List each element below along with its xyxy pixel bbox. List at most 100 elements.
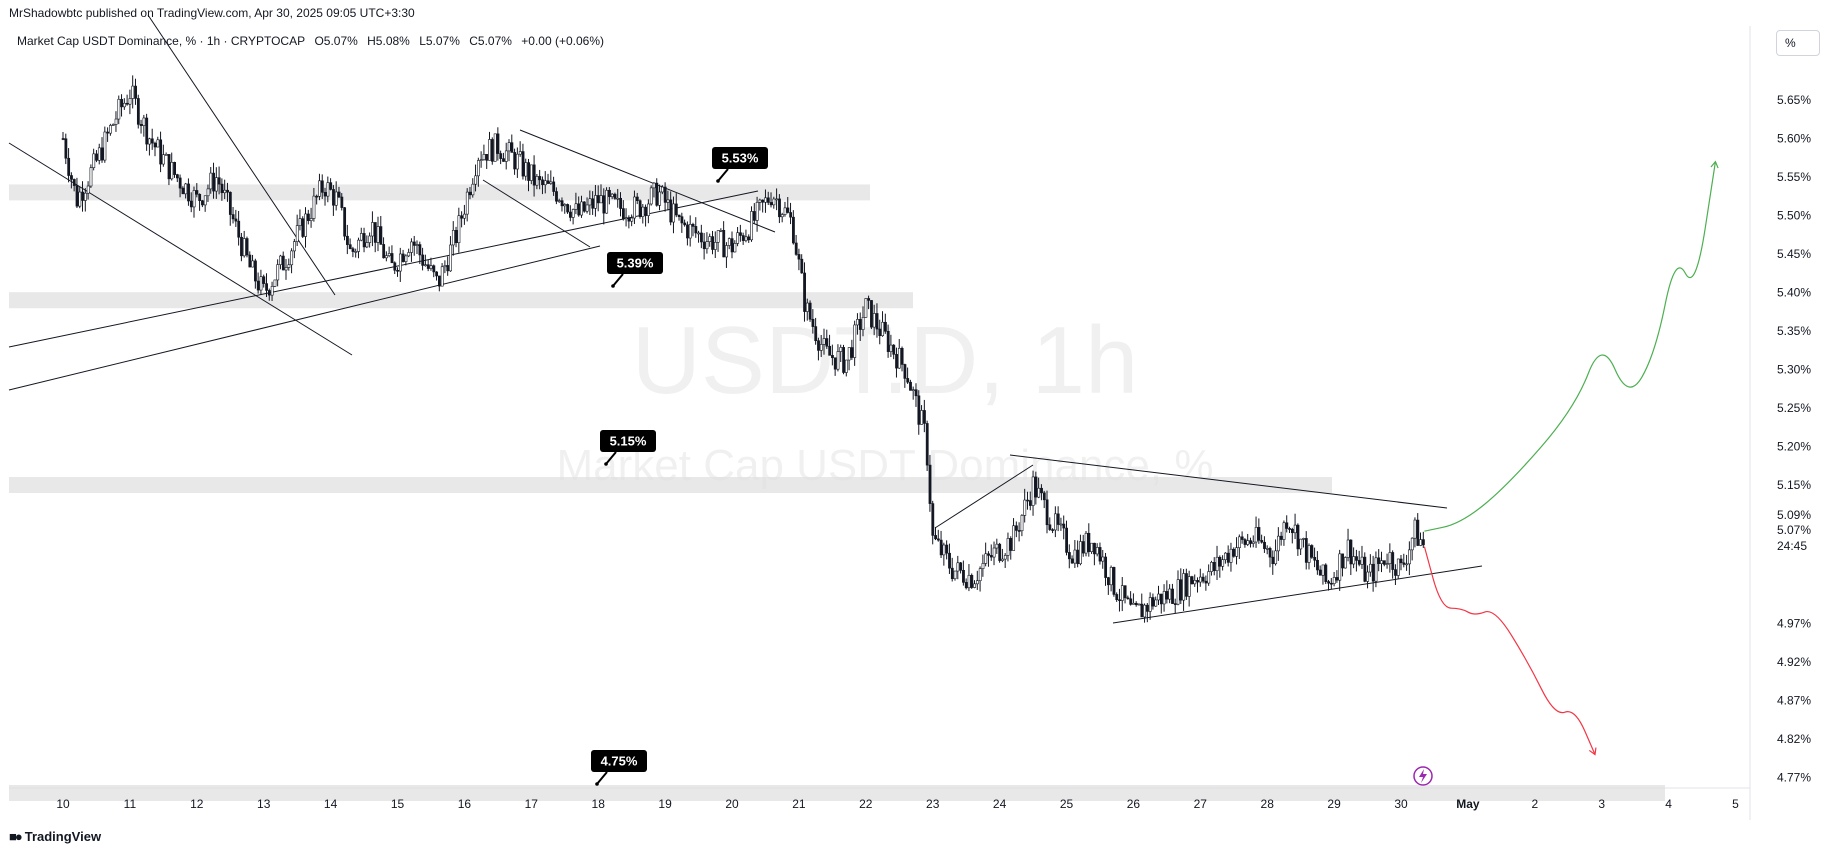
candle-body: [627, 217, 631, 222]
candle-body: [432, 265, 436, 273]
candle-body: [839, 347, 843, 352]
candle-body: [613, 193, 617, 199]
candle-body: [504, 150, 508, 162]
time-axis[interactable]: 10 11 12 13 14 15 16 17 18 19 20 21 22 23 24 25 26 27 28 29…: [56, 797, 1739, 811]
candle-body: [1279, 535, 1283, 540]
candle-body: [833, 357, 837, 370]
candle-body: [1265, 548, 1269, 550]
candle-body: [248, 254, 252, 268]
candle-body: [847, 347, 851, 361]
y-tick-label: 5.65%: [1777, 93, 1811, 107]
candle-body: [212, 172, 216, 192]
candle-body: [1371, 563, 1375, 582]
candle-body: [245, 238, 249, 256]
candle-body: [1028, 500, 1032, 506]
candle-body: [379, 226, 383, 245]
candle-body: [1003, 555, 1007, 560]
candle-body: [789, 212, 793, 218]
bearish-projection-line: [1423, 546, 1596, 755]
candle-body: [825, 338, 829, 347]
candle-body: [1009, 538, 1013, 551]
x-tick-label: 17: [525, 797, 539, 811]
candle-body: [663, 186, 667, 203]
candle-body: [1020, 515, 1024, 532]
candle-body: [64, 138, 68, 159]
candle-body: [1257, 527, 1261, 541]
legend-symbol[interactable]: Market Cap USDT Dominance, % · 1h · CRYP…: [17, 34, 306, 48]
candle-body: [398, 253, 402, 272]
x-tick-label: May: [1456, 797, 1480, 811]
candle-body: [730, 238, 734, 253]
candle-body: [783, 207, 787, 215]
lightning-icon[interactable]: [1413, 766, 1433, 786]
candle-body: [711, 236, 714, 250]
candle-body: [674, 203, 678, 216]
candle-body: [97, 147, 101, 161]
candle-body: [215, 177, 218, 192]
candle-body: [736, 232, 740, 244]
candle-body: [1263, 541, 1266, 549]
candle-body: [111, 124, 115, 126]
candle-body: [178, 177, 182, 189]
candle-body: [256, 280, 260, 291]
candle-body: [1293, 524, 1297, 534]
trendline: [147, 14, 336, 296]
candle-body: [716, 230, 720, 243]
candle-body: [1402, 562, 1406, 565]
candle-body: [1290, 528, 1294, 534]
candle-body: [457, 215, 461, 244]
candle-body: [1132, 602, 1135, 605]
candle-body: [125, 102, 129, 105]
candle-body: [276, 264, 280, 281]
trendline: [1112, 565, 1483, 624]
candle-body: [621, 208, 625, 220]
candle-body: [683, 222, 687, 226]
candle-body: [443, 265, 447, 268]
candle-body: [591, 198, 595, 209]
candle-body: [1229, 548, 1233, 563]
candle-body: [426, 264, 430, 269]
candle-body: [449, 244, 452, 272]
candle-body: [1151, 597, 1155, 607]
candle-body: [856, 319, 859, 326]
candle-body: [1159, 593, 1163, 605]
candle-body: [100, 147, 104, 161]
candle-body: [72, 179, 76, 186]
candle-body: [92, 153, 96, 168]
candle-body: [357, 239, 360, 252]
x-tick-label: 26: [1127, 797, 1141, 811]
x-tick-label: 24: [993, 797, 1007, 811]
candle-body: [454, 230, 458, 244]
candle-body: [418, 244, 422, 256]
candle-body: [1148, 597, 1152, 612]
level-label-anchor: [595, 782, 599, 786]
candle-body: [546, 180, 550, 184]
candle-body: [878, 328, 882, 337]
level-labels: 5.53% 5.39% 5.15% 4.75%: [591, 147, 768, 786]
candle-body: [159, 139, 163, 165]
percent-scale-button[interactable]: %: [1776, 30, 1820, 56]
candle-body: [1173, 603, 1177, 605]
candle-body: [1017, 530, 1021, 532]
candle-body: [351, 248, 355, 252]
bullish-projection-arrow: [1710, 160, 1719, 169]
candle-body: [337, 191, 341, 198]
candle-body: [404, 255, 408, 262]
price-axis[interactable]: 5.65% 5.60% 5.55% 5.50% 5.45% 5.40% 5.35% 5.30%…: [1777, 93, 1811, 785]
candle-body: [569, 211, 572, 218]
candle-body: [150, 138, 154, 144]
candle-body: [805, 302, 809, 312]
x-tick-label: 28: [1261, 797, 1275, 811]
candle-body: [750, 211, 754, 241]
candle-body: [170, 162, 174, 180]
trendline: [934, 464, 1034, 529]
candle-body: [226, 189, 229, 193]
candle-body: [1369, 563, 1372, 573]
candle-body: [393, 262, 397, 271]
candle-body: [1374, 557, 1378, 582]
candle-body: [1310, 545, 1314, 558]
candle-body: [733, 243, 737, 253]
x-tick-label: 2: [1531, 797, 1538, 811]
candle-body: [582, 201, 586, 212]
